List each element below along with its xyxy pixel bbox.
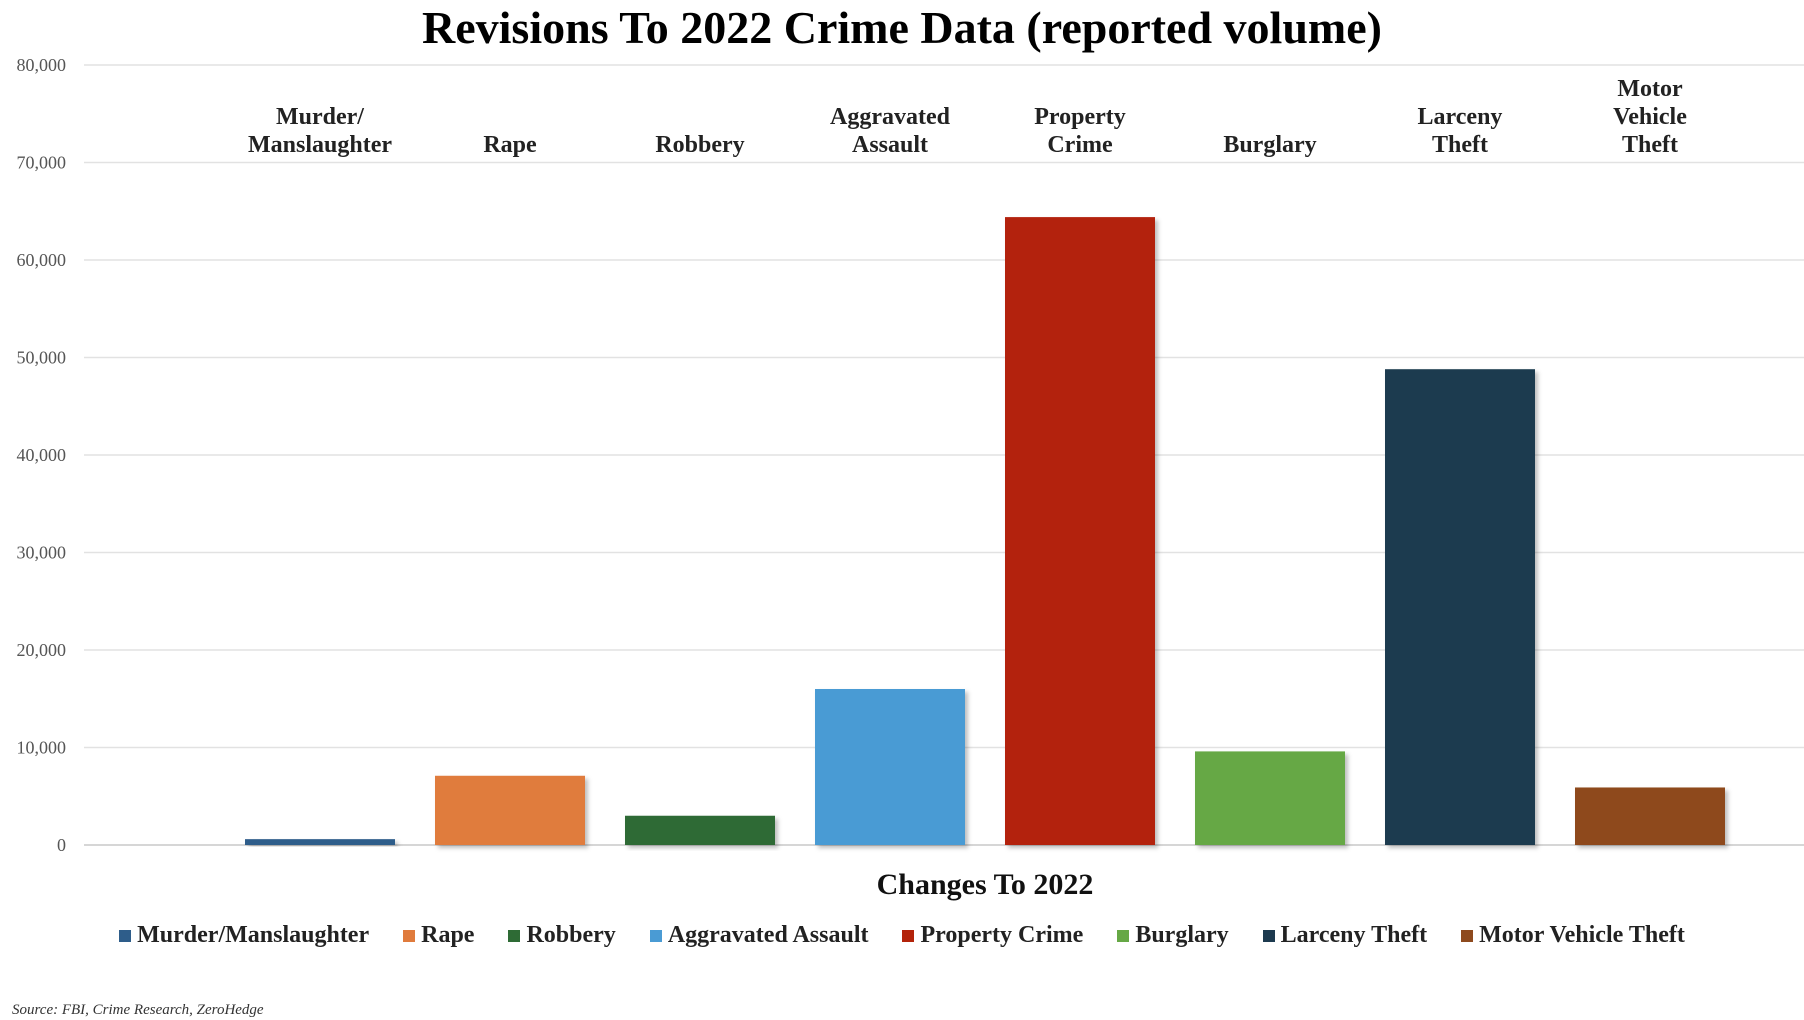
bar-aggravated-assault <box>815 689 965 845</box>
y-tick-label: 10,000 <box>17 738 67 758</box>
bar-burglary <box>1195 751 1345 845</box>
category-label: Murder/Manslaughter <box>248 104 392 158</box>
legend-label: Murder/Manslaughter <box>137 922 370 948</box>
category-label: Aggravated Assault <box>830 104 951 158</box>
legend-item: Robbery <box>508 922 616 949</box>
y-tick-label: 50,000 <box>17 348 67 368</box>
legend-item: Larceny Theft <box>1262 922 1428 949</box>
y-tick-label: 20,000 <box>17 640 67 660</box>
bar-larceny-theft <box>1385 369 1535 845</box>
bar-rape <box>435 775 585 845</box>
category-label: Larceny Theft <box>1418 104 1503 158</box>
legend-item: Aggravated Assault <box>649 922 869 949</box>
category-label: Rape <box>483 132 537 158</box>
chart-plot: 0 10,000 20,000 30,000 40,000 50,000 60,000 70,… <box>17 55 1804 901</box>
legend: Murder/Manslaughter Rape Robbery Aggravated… <box>0 922 1804 949</box>
legend-swatch <box>119 929 132 942</box>
legend-swatch <box>1461 929 1474 942</box>
legend-swatch <box>902 929 915 942</box>
y-tick-label: 0 <box>57 835 66 855</box>
category-label: Property Crime <box>1034 104 1126 158</box>
y-axis: 0 10,000 20,000 30,000 40,000 50,000 60,000 70,… <box>17 55 67 855</box>
bar-property-crime <box>1005 217 1155 846</box>
bar-robbery <box>625 815 775 845</box>
legend-label: Motor Vehicle Theft <box>1479 922 1685 948</box>
legend-label: Larceny Theft <box>1280 922 1428 948</box>
y-tick-label: 40,000 <box>17 445 67 465</box>
legend-label: Aggravated Assault <box>667 922 869 948</box>
y-tick-label: 30,000 <box>17 543 67 563</box>
legend-item: Motor Vehicle Theft <box>1461 922 1685 949</box>
source-note: Source: FBI, Crime Research, ZeroHedge <box>12 1002 264 1018</box>
legend-swatch <box>403 929 416 942</box>
bar-murder-manslaughter <box>245 839 395 845</box>
category-label: Motor Vehicle Theft <box>1613 76 1687 158</box>
legend-swatch <box>508 929 521 942</box>
legend-label: Burglary <box>1135 922 1229 948</box>
bar-motor-vehicle-theft <box>1575 787 1725 845</box>
legend-item: Property Crime <box>902 922 1083 949</box>
y-tick-label: 80,000 <box>17 55 67 75</box>
legend-swatch <box>649 929 662 942</box>
category-label: Burglary <box>1223 132 1316 158</box>
category-labels: Murder/Manslaughter Rape Robbery Aggravated… <box>248 76 1687 158</box>
legend-label: Rape <box>421 922 475 948</box>
chart-title: Revisions To 2022 Crime Data (reported v… <box>422 2 1382 53</box>
y-tick-label: 70,000 <box>17 153 67 173</box>
legend-item: Murder/Manslaughter <box>119 922 369 949</box>
x-axis-label: Changes To 2022 <box>877 868 1094 901</box>
legend-item: Burglary <box>1117 922 1229 949</box>
y-tick-label: 60,000 <box>17 250 67 270</box>
legend-item: Rape <box>403 922 474 949</box>
category-label: Robbery <box>655 132 744 158</box>
bars <box>245 217 1725 846</box>
legend-label: Robbery <box>526 922 616 948</box>
legend-swatch <box>1262 929 1275 942</box>
legend-swatch <box>1117 929 1130 942</box>
legend-label: Property Crime <box>920 922 1084 948</box>
